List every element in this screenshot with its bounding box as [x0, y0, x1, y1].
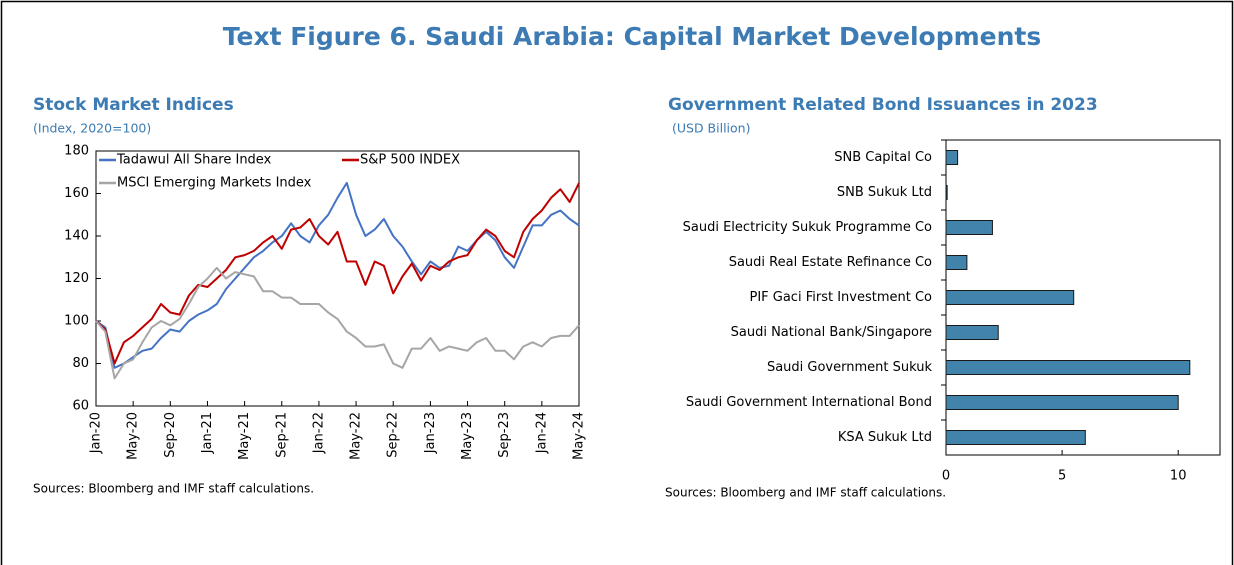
x-tick-label: Sep-23 — [497, 412, 512, 458]
x-tick-label: May-24 — [572, 412, 587, 460]
category-label: PIF Gaci First Investment Co — [749, 290, 932, 305]
x-tick-label: Sep-20 — [163, 412, 178, 458]
category-label: Saudi Electricity Sukuk Programme Co — [683, 220, 932, 235]
y-tick-label: 80 — [72, 356, 89, 371]
legend-label: MSCI Emerging Markets Index — [117, 176, 312, 191]
category-label: Saudi National Bank/Singapore — [731, 325, 932, 340]
bar — [945, 360, 1191, 375]
bar — [945, 325, 999, 340]
legend-label: S&P 500 INDEX — [360, 153, 460, 168]
source-note: Sources: Bloomberg and IMF staff calcula… — [665, 486, 946, 500]
category-label: Saudi Government International Bond — [686, 395, 932, 410]
bar — [945, 220, 993, 235]
x-tick-label: Jan-23 — [423, 412, 438, 454]
bar — [945, 150, 959, 165]
legend-label: Tadawul All Share Index — [116, 153, 272, 168]
x-tick-label: Sep-21 — [274, 412, 289, 458]
category-label: Saudi Real Estate Refinance Co — [729, 255, 932, 270]
x-tick-label: Jan-20 — [89, 412, 104, 454]
category-label: SNB Capital Co — [834, 150, 932, 165]
category-label: Saudi Government Sukuk — [767, 360, 933, 375]
bar — [945, 395, 1179, 410]
chart-title: Government Related Bond Issuances in 202… — [668, 95, 1098, 115]
bar — [945, 290, 1075, 305]
x-tick-label: Jan-24 — [534, 412, 549, 454]
x-tick-label: 5 — [1058, 469, 1066, 484]
y-tick-label: 120 — [64, 271, 89, 286]
bar — [945, 255, 968, 270]
series-line — [95, 181, 580, 369]
chart-title: Stock Market Indices — [33, 95, 234, 115]
source-note: Sources: Bloomberg and IMF staff calcula… — [33, 482, 314, 496]
category-label: KSA Sukuk Ltd — [838, 430, 932, 445]
y-tick-label: 100 — [64, 314, 89, 329]
figure-title: Text Figure 6. Saudi Arabia: Capital Mar… — [223, 22, 1041, 51]
x-tick-label: 0 — [942, 469, 950, 484]
y-tick-label: 180 — [64, 144, 89, 159]
bar — [945, 185, 948, 200]
bar — [945, 430, 1086, 445]
x-tick-label: May-22 — [349, 412, 364, 460]
y-tick-label: 60 — [72, 399, 89, 414]
x-tick-label: Jan-21 — [200, 412, 215, 454]
chart-subtitle: (USD Billion) — [672, 121, 750, 136]
y-tick-label: 140 — [64, 229, 89, 244]
series-line — [95, 182, 580, 365]
x-tick-label: Sep-22 — [386, 412, 401, 458]
series-line — [95, 266, 580, 380]
chart-subtitle: (Index, 2020=100) — [33, 121, 151, 136]
y-tick-label: 160 — [64, 186, 89, 201]
x-tick-label: May-23 — [460, 412, 475, 460]
x-tick-label: 10 — [1170, 469, 1187, 484]
x-tick-label: May-21 — [237, 412, 252, 460]
category-label: SNB Sukuk Ltd — [837, 185, 932, 200]
x-tick-label: May-20 — [126, 412, 141, 460]
x-tick-label: Jan-22 — [311, 412, 326, 454]
